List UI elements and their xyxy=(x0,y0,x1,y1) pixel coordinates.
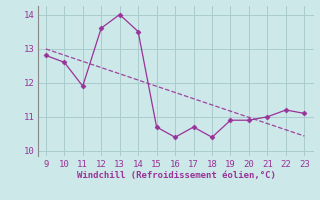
X-axis label: Windchill (Refroidissement éolien,°C): Windchill (Refroidissement éolien,°C) xyxy=(76,171,276,180)
